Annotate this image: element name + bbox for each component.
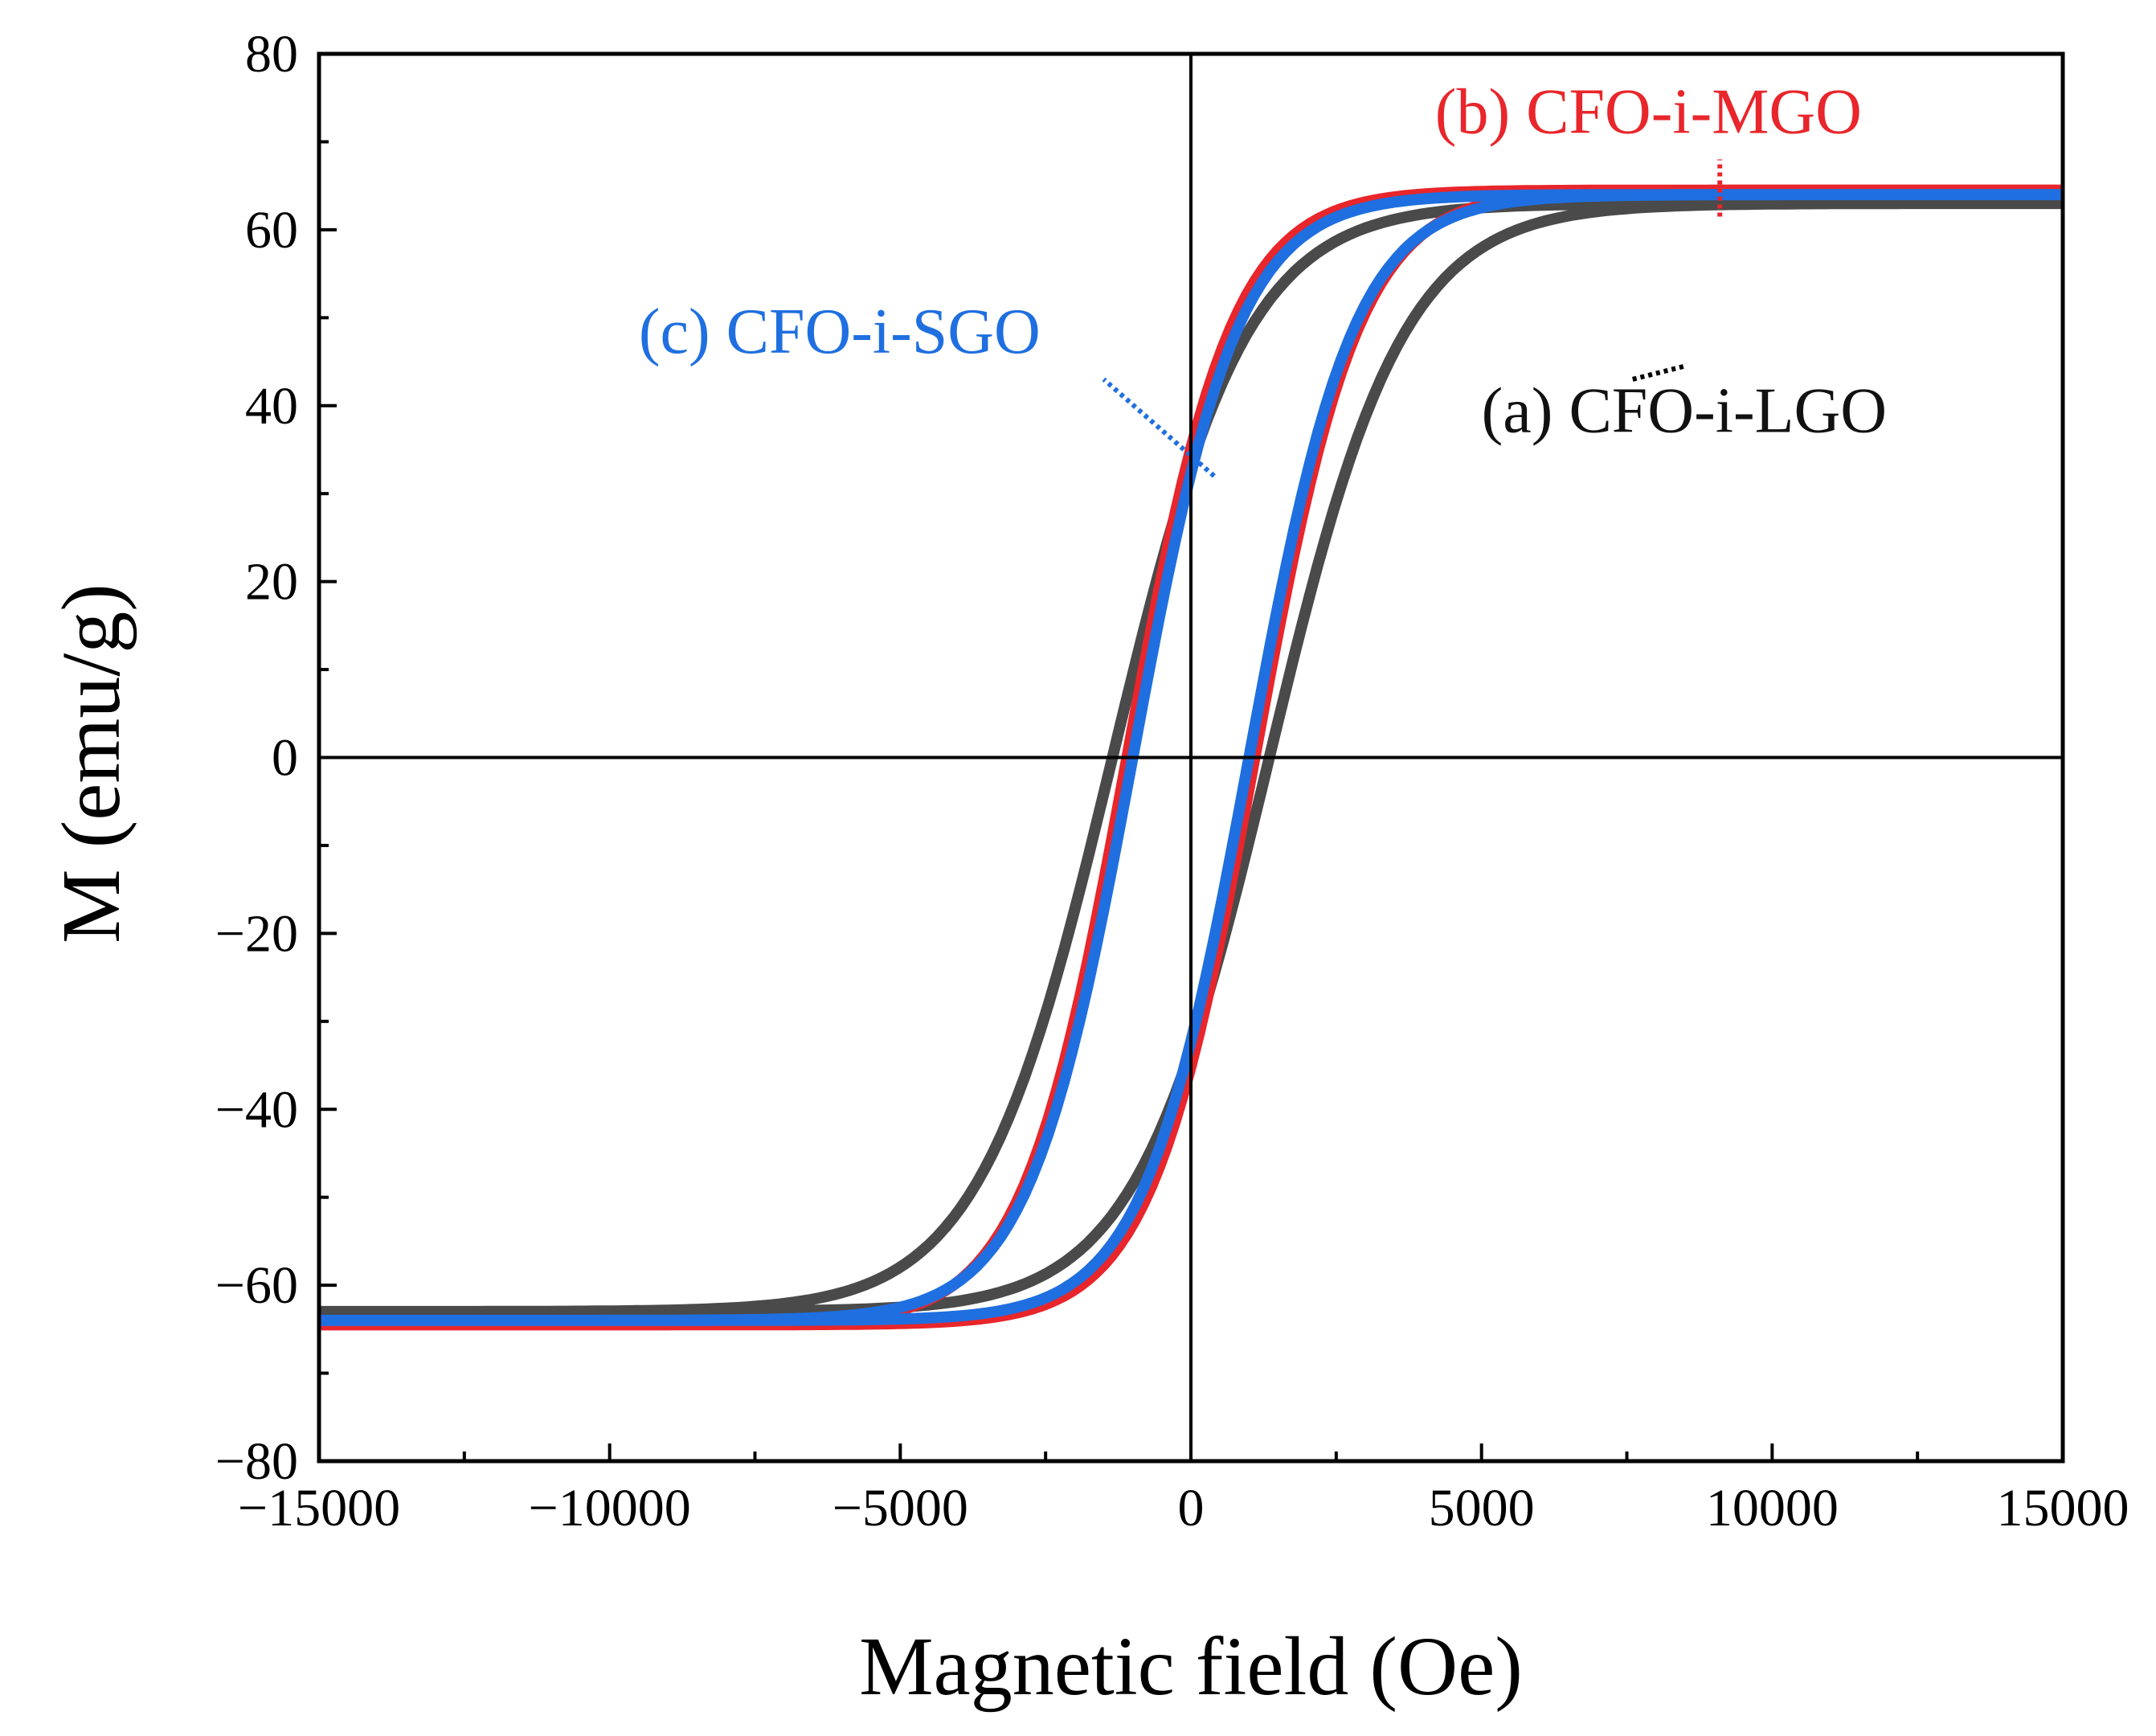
x-axis-title: Magnetic field (Oe) bbox=[859, 1620, 1523, 1713]
y-tick-label: 20 bbox=[245, 553, 298, 612]
y-tick-label: 80 bbox=[245, 25, 298, 84]
x-tick-label: −10000 bbox=[529, 1479, 691, 1537]
series-sgo-leader bbox=[1102, 377, 1216, 478]
x-tick-label: −15000 bbox=[238, 1479, 400, 1537]
x-tick-label: 5000 bbox=[1429, 1479, 1535, 1537]
series-sgo-curve bbox=[319, 189, 2063, 1326]
x-tick-label: 0 bbox=[1178, 1479, 1205, 1537]
axes-layer: −80 −60 −40 −20 0 20 40 60 80 −15000 −10000 −5000 0 5… bbox=[215, 25, 2129, 1537]
x-tick-label: −5000 bbox=[833, 1479, 968, 1537]
series-lgo-label: (a) CFO-i-LGO bbox=[1482, 376, 1887, 447]
y-axis-title: M (emu/g) bbox=[45, 583, 137, 944]
curve-group bbox=[319, 184, 2063, 1331]
y-tick-label: −20 bbox=[215, 904, 298, 963]
series-lgo-leader bbox=[1631, 363, 1686, 382]
series-sgo-label: (c) CFO-i-SGO bbox=[639, 297, 1041, 367]
y-tick-label: −60 bbox=[215, 1256, 298, 1315]
y-tick-label: −40 bbox=[215, 1080, 298, 1139]
y-tick-label: 0 bbox=[272, 729, 298, 788]
plot-layer: (a) CFO-i-LGO (b) CFO-i-MGO (c) CFO-i-SGO bbox=[319, 76, 2063, 1331]
x-tick-label: 15000 bbox=[1997, 1479, 2129, 1537]
x-tick-label: 10000 bbox=[1706, 1479, 1839, 1537]
series-mgo-label: (b) CFO-i-MGO bbox=[1435, 76, 1862, 147]
y-tick-label: 60 bbox=[245, 201, 298, 260]
y-tick-label: 40 bbox=[245, 377, 298, 436]
y-tick-label: −80 bbox=[215, 1432, 298, 1491]
